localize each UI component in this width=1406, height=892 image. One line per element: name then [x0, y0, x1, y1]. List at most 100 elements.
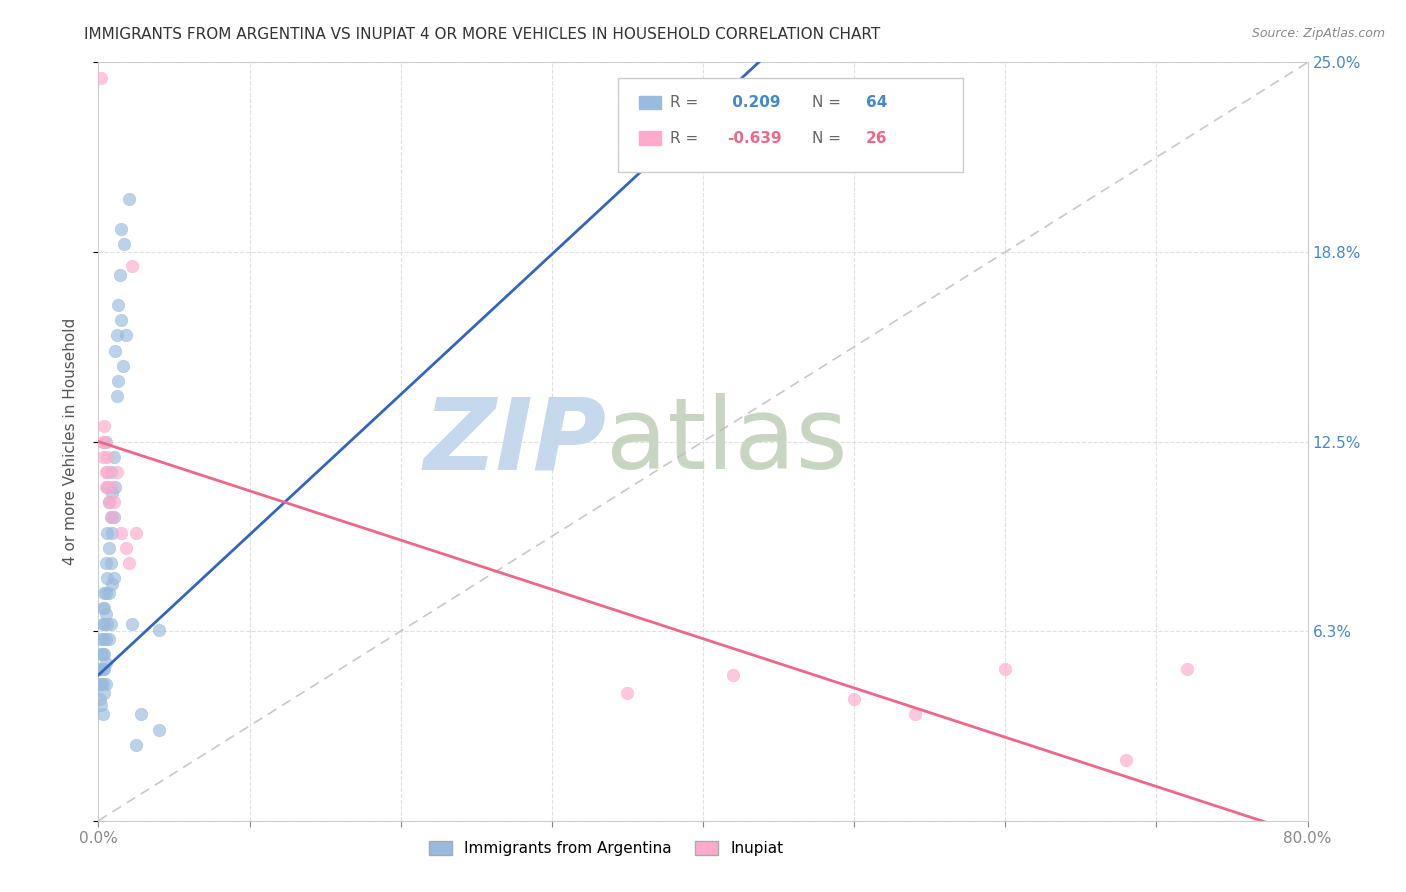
Point [91, 450, 114, 464]
Point [101, 577, 124, 591]
Point [90, 662, 112, 676]
Y-axis label: 4 or more Vehicles in Household: 4 or more Vehicles in Household [63, 318, 77, 566]
Point [129, 707, 152, 722]
Point [100, 465, 122, 479]
Point [114, 328, 136, 343]
Point [94, 607, 117, 622]
Text: atlas: atlas [606, 393, 848, 490]
Point [94, 465, 117, 479]
Point [994, 662, 1017, 676]
Point [94, 677, 117, 691]
Point [89, 662, 111, 676]
FancyBboxPatch shape [619, 78, 963, 172]
Point [107, 374, 129, 388]
Text: ZIP: ZIP [423, 393, 606, 490]
Point [148, 623, 170, 637]
Point [91, 632, 114, 646]
Point [100, 510, 122, 524]
Point [103, 510, 125, 524]
Point [90, 698, 112, 713]
Point [723, 668, 745, 682]
Point [96, 525, 118, 540]
Point [101, 525, 124, 540]
Point [110, 313, 132, 327]
Point [91, 434, 114, 449]
Point [100, 616, 122, 631]
Point [101, 510, 124, 524]
Point [112, 237, 135, 252]
Point [90, 632, 112, 646]
Point [101, 486, 124, 500]
Point [91, 707, 114, 722]
Point [96, 480, 118, 494]
Point [616, 686, 638, 700]
Point [100, 480, 122, 494]
Point [96, 450, 118, 464]
Point [90, 70, 112, 85]
Point [103, 450, 125, 464]
Point [110, 222, 132, 236]
Point [94, 434, 117, 449]
Point [89, 692, 111, 706]
Text: N =: N = [811, 95, 845, 110]
Point [118, 556, 141, 570]
Point [98, 495, 121, 509]
Text: N =: N = [811, 131, 845, 145]
Point [91, 662, 114, 676]
Point [90, 647, 112, 661]
Point [904, 707, 927, 722]
Text: R =: R = [671, 95, 703, 110]
Text: 0.209: 0.209 [727, 95, 780, 110]
Point [125, 525, 148, 540]
Point [118, 192, 141, 206]
Point [93, 419, 115, 434]
Point [93, 434, 115, 449]
Point [111, 359, 134, 373]
Point [91, 616, 114, 631]
Point [93, 601, 115, 615]
Point [100, 556, 122, 570]
Point [1175, 662, 1198, 676]
Text: 26: 26 [866, 131, 887, 145]
Point [98, 632, 121, 646]
Point [91, 677, 114, 691]
Point [96, 465, 118, 479]
Point [103, 571, 125, 585]
Point [121, 259, 143, 273]
Point [94, 480, 117, 494]
Point [93, 616, 115, 631]
Point [108, 268, 131, 282]
Point [125, 738, 148, 752]
Text: -0.639: -0.639 [727, 131, 782, 145]
Point [105, 389, 128, 403]
Point [1115, 753, 1137, 767]
Bar [638, 95, 661, 110]
Point [91, 647, 114, 661]
Point [104, 343, 127, 358]
Point [93, 586, 115, 600]
Point [93, 662, 115, 676]
Legend: Immigrants from Argentina, Inupiat: Immigrants from Argentina, Inupiat [423, 835, 789, 863]
Point [98, 586, 121, 600]
Point [94, 632, 117, 646]
Point [93, 647, 115, 661]
Point [98, 541, 121, 555]
Text: 64: 64 [866, 95, 887, 110]
Bar [638, 131, 661, 145]
Point [105, 328, 128, 343]
Point [844, 692, 866, 706]
Point [89, 677, 111, 691]
Text: IMMIGRANTS FROM ARGENTINA VS INUPIAT 4 OR MORE VEHICLES IN HOUSEHOLD CORRELATION: IMMIGRANTS FROM ARGENTINA VS INUPIAT 4 O… [84, 27, 880, 42]
Text: R =: R = [671, 131, 703, 145]
Point [96, 571, 118, 585]
Point [103, 495, 125, 509]
Point [94, 656, 117, 670]
Point [90, 677, 112, 691]
Text: Source: ZipAtlas.com: Source: ZipAtlas.com [1251, 27, 1385, 40]
Point [104, 480, 127, 494]
Point [91, 601, 114, 615]
Point [110, 525, 132, 540]
Point [148, 723, 170, 737]
Point [96, 616, 118, 631]
Point [121, 616, 143, 631]
